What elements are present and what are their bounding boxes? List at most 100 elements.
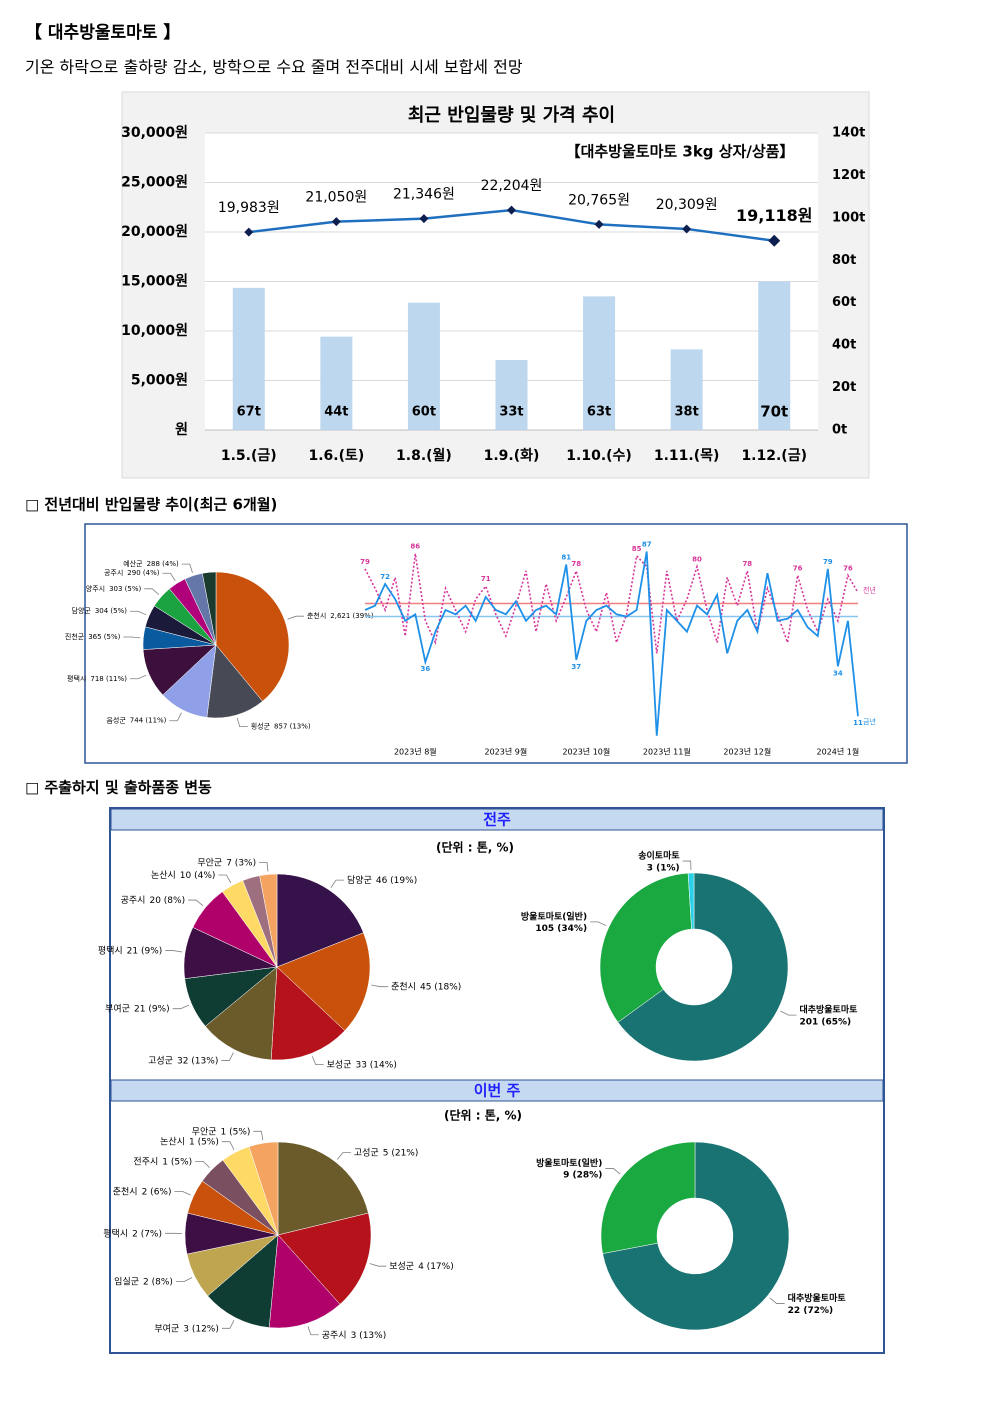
slice-value: 3 (13%)	[351, 1330, 387, 1340]
slice-value: 9 (28%)	[563, 1170, 602, 1180]
slice-category: 공주시	[322, 1329, 347, 1340]
slice-value: 2 (8%)	[143, 1277, 173, 1287]
x-tick-label: 1.10.(수)	[566, 448, 632, 464]
x-tick-label: 2023년 8월	[394, 747, 437, 757]
chart-title: 최근 반입물량 및 가격 추이	[408, 104, 615, 126]
slice-value: 2 (6%)	[142, 1187, 172, 1197]
slice-label: 무안군 1 (5%)	[192, 1126, 251, 1137]
slice-category: 대추방울토마토	[799, 1003, 858, 1015]
data-label: 19,118원	[736, 206, 812, 225]
y-tick-label: 15,000원	[121, 274, 188, 290]
data-label: 19,983원	[218, 200, 280, 216]
slice-value: 5 (21%)	[383, 1148, 419, 1158]
slice-value: 22 (72%)	[788, 1305, 833, 1315]
slice-label: 평택시 2 (7%)	[103, 1228, 162, 1239]
slice-category: 논산시	[160, 1136, 185, 1147]
slice-category: 양주시	[86, 585, 105, 593]
x-tick-label: 2024년 1월	[817, 747, 860, 757]
data-label: 76	[793, 564, 803, 572]
data-label: 85	[632, 545, 642, 553]
bar-label: 33t	[499, 405, 523, 420]
slice-value: 105 (34%)	[535, 924, 587, 934]
slice-value: 4 (17%)	[418, 1262, 454, 1272]
bar-label: 67t	[237, 405, 261, 420]
slice-label: 대추방울토마토 201 (65%)	[799, 1003, 858, 1027]
data-label: 78	[742, 560, 752, 568]
slice-category: 방울토마토(일반)	[521, 910, 587, 922]
y2-tick-label: 120t	[832, 168, 865, 183]
slice-label: 양주시 303 (5%)	[86, 585, 142, 593]
data-label: 80	[692, 556, 702, 564]
data-label: 86	[410, 543, 420, 551]
slice-category: 임실군	[114, 1275, 139, 1287]
slice-category: 무안군	[192, 1126, 217, 1137]
data-label: 87	[642, 541, 652, 549]
slice-category: 고성군	[354, 1147, 379, 1158]
data-label: 36	[420, 665, 430, 673]
slice-category: 음성군	[106, 716, 126, 725]
bar-label: 38t	[674, 405, 698, 420]
slice-label: 음성군 744 (11%)	[106, 716, 166, 725]
legend-label: 금년	[863, 717, 876, 726]
doc-subtitle: 기온 하락으로 출하량 감소, 방학으로 수요 줄며 전주대비 시세 보합세 전…	[25, 58, 523, 77]
slice-value: 365 (5%)	[88, 633, 120, 641]
slice-category: 진천군	[65, 632, 85, 641]
slice-category: 평택시	[67, 674, 86, 683]
data-label: 37	[571, 663, 581, 671]
x-tick-label: 2023년 11월	[643, 747, 691, 757]
slice-category: 담양군	[347, 874, 372, 886]
y2-tick-label: 40t	[832, 338, 856, 353]
bar-label: 60t	[412, 405, 436, 420]
y2-tick-label: 140t	[832, 126, 865, 141]
slice-category: 공주시	[104, 569, 123, 577]
doc-title: 【 대추방울토마토 】	[25, 22, 180, 43]
x-tick-label: 1.11.(목)	[654, 448, 720, 464]
slice-value: 857 (13%)	[274, 723, 311, 731]
slice-category: 송이토마토	[638, 849, 680, 861]
slice-category: 춘천시	[391, 981, 416, 992]
slice-value: 3 (1%)	[647, 863, 680, 873]
data-label: 79	[823, 558, 833, 566]
slice-label: 공주시 3 (13%)	[322, 1329, 386, 1340]
x-tick-label: 2023년 10월	[562, 747, 610, 757]
data-label: 79	[360, 558, 370, 566]
y-tick-label: 10,000원	[121, 323, 188, 339]
slice-value: 46 (19%)	[376, 876, 417, 886]
slice-value: 20 (8%)	[149, 896, 185, 906]
slice-value: 201 (65%)	[799, 1017, 851, 1027]
slice-category: 부여군	[105, 1002, 130, 1014]
slice-category: 대추방울토마토	[788, 1292, 847, 1304]
slice-value: 1 (5%)	[162, 1157, 192, 1167]
data-label: 21,346원	[393, 187, 455, 203]
slice-value: 303 (5%)	[109, 585, 141, 593]
slice-value: 2 (7%)	[132, 1229, 162, 1239]
x-tick-label: 1.5.(금)	[221, 448, 277, 464]
data-label: 20,309원	[656, 197, 718, 213]
y2-tick-label: 60t	[832, 295, 856, 310]
slice-value: 1 (5%)	[221, 1127, 251, 1137]
data-label: 21,050원	[305, 190, 367, 206]
slice-category: 평택시	[103, 1228, 128, 1239]
panel-title: 전주	[483, 811, 511, 829]
panel-title: 이번 주	[474, 1082, 521, 1100]
slice-value: 744 (11%)	[130, 717, 167, 725]
data-label: 78	[571, 560, 581, 568]
data-label: 81	[561, 554, 571, 562]
y2-tick-label: 80t	[832, 253, 856, 268]
y-tick-label: 원	[175, 422, 188, 438]
y-tick-label: 25,000원	[121, 175, 188, 191]
slice-label: 담양군 46 (19%)	[347, 874, 417, 886]
slice-value: 32 (13%)	[177, 1056, 218, 1066]
chart-subtitle: 【대추방울토마토 3kg 상자/상품】	[566, 143, 795, 161]
